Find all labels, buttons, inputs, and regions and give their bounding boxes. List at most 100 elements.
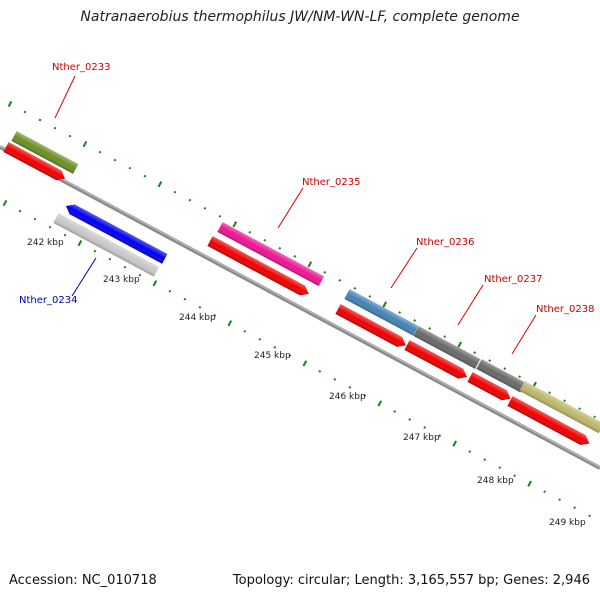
ruler-minor-tick	[353, 287, 357, 290]
ruler-minor-tick	[278, 246, 282, 250]
ruler-minor-tick	[468, 450, 472, 453]
cds-0235-shading	[217, 222, 324, 287]
tick-labels: 242 kbp 243 kbp 244 kbp 245 kbp 246 kbp …	[27, 238, 586, 528]
ruler-minor-tick	[588, 514, 591, 518]
gene-label-nther-0236[interactable]: Nther_0236	[416, 237, 474, 248]
ruler-minor-tick	[218, 214, 222, 218]
ruler-minor-tick	[518, 375, 521, 379]
ruler-minor-tick	[48, 225, 52, 229]
ruler-minor-tick	[338, 279, 342, 282]
ruler-minor-tick	[348, 386, 352, 389]
ruler-minor-tick	[498, 466, 502, 469]
ruler-minor-tick	[323, 271, 327, 274]
ruler-minor-tick	[483, 458, 487, 461]
gene-label-nther-0234[interactable]: Nther_0234	[19, 295, 77, 306]
ruler-minor-tick	[423, 426, 427, 429]
ruler-minor-tick	[138, 273, 142, 277]
ruler-minor-tick	[98, 150, 102, 154]
gene-0238-shading	[507, 396, 590, 446]
ruler-minor-tick	[293, 255, 297, 258]
ruler-minor-tick	[213, 313, 217, 317]
ruler-major-tick	[232, 221, 238, 228]
ruler-minor-tick	[543, 490, 546, 494]
ruler-major-tick	[382, 301, 387, 308]
ruler-minor-tick	[188, 198, 192, 202]
ruler-minor-tick	[443, 335, 447, 338]
ruler-lower	[2, 199, 591, 518]
ruler-minor-tick	[198, 305, 202, 309]
tick-label-248: 248 kbp	[477, 476, 514, 486]
ruler-minor-tick	[333, 378, 337, 381]
ruler-minor-tick	[318, 370, 322, 373]
gene-0237-shading	[404, 340, 467, 379]
tick-label-243: 243 kbp	[103, 275, 140, 285]
gene-0237b-shading	[467, 372, 511, 401]
ruler-minor-tick	[33, 217, 37, 221]
ruler-major-tick	[452, 440, 457, 447]
ruler-minor-tick	[558, 498, 561, 502]
ruler-minor-tick	[168, 289, 172, 293]
ruler-major-tick	[2, 199, 8, 207]
map-title: Natranaerobius thermophilus JW/NM-WN-LF,…	[80, 9, 520, 25]
ruler-minor-tick	[503, 367, 507, 370]
ruler-minor-tick	[428, 327, 432, 330]
cds-0238-shading	[519, 381, 600, 434]
ruler-minor-tick	[413, 319, 417, 322]
ruler-minor-tick	[63, 233, 67, 237]
tick-label-247: 247 kbp	[403, 433, 440, 443]
ruler-minor-tick	[18, 209, 22, 213]
gene-label-nther-0235[interactable]: Nther_0235	[302, 177, 360, 188]
gene-label-nther-0233[interactable]: Nther_0233	[52, 62, 110, 73]
ruler-minor-tick	[393, 410, 397, 413]
gene-label-nther-0238[interactable]: Nther_0238	[536, 304, 594, 315]
ruler-minor-tick	[108, 257, 112, 261]
ruler-major-tick	[227, 320, 233, 327]
ruler-major-tick	[152, 280, 158, 287]
ruler-major-tick	[307, 261, 313, 268]
ruler-minor-tick	[53, 126, 57, 130]
ruler-upper	[7, 100, 596, 419]
ruler-minor-tick	[258, 337, 262, 341]
ruler-major-tick	[527, 480, 532, 487]
ruler-major-tick	[7, 100, 13, 108]
ruler-minor-tick	[593, 415, 596, 419]
ruler-minor-tick	[68, 134, 72, 138]
ruler-minor-tick	[123, 265, 127, 269]
ruler-major-tick	[82, 140, 88, 148]
ruler-minor-tick	[273, 345, 277, 349]
ruler-minor-tick	[243, 329, 247, 333]
gene-0236-shading	[335, 304, 406, 347]
cds-0237-shading	[413, 326, 481, 369]
ruler-minor-tick	[573, 506, 576, 510]
ruler-major-tick	[77, 239, 83, 247]
ruler-minor-tick	[398, 311, 402, 314]
ruler-minor-tick	[173, 190, 177, 194]
ruler-minor-tick	[363, 394, 367, 397]
ruler-major-tick	[302, 360, 308, 367]
ruler-minor-tick	[93, 249, 97, 253]
tick-label-249: 249 kbp	[549, 518, 586, 528]
ruler-minor-tick	[578, 407, 581, 411]
tick-label-242: 242 kbp	[27, 238, 64, 248]
ruler-minor-tick	[513, 474, 516, 478]
ruler-minor-tick	[263, 238, 267, 242]
gene-labels: Nther_0233 Nther_0234 Nther_0235 Nther_0…	[19, 62, 594, 355]
ruler-minor-tick	[183, 297, 187, 301]
ruler-minor-tick	[143, 174, 147, 178]
genome-summary-text: Topology: circular; Length: 3,165,557 bp…	[232, 573, 590, 588]
ruler-major-tick	[377, 400, 382, 407]
ruler-minor-tick	[548, 391, 551, 395]
gene-0233-shading	[3, 142, 66, 181]
ruler-minor-tick	[38, 118, 42, 122]
tick-label-245: 245 kbp	[254, 351, 291, 361]
ruler-minor-tick	[203, 206, 207, 210]
cds-0234b-shading	[53, 213, 160, 277]
gene-label-nther-0237[interactable]: Nther_0237	[484, 274, 542, 285]
accession-text: Accession: NC_010718	[9, 573, 157, 588]
cds-0233-shading	[11, 131, 79, 174]
genome-backbone	[0, 145, 600, 470]
ruler-minor-tick	[113, 158, 117, 162]
ruler-minor-tick	[23, 110, 27, 114]
tick-label-244: 244 kbp	[179, 313, 216, 323]
